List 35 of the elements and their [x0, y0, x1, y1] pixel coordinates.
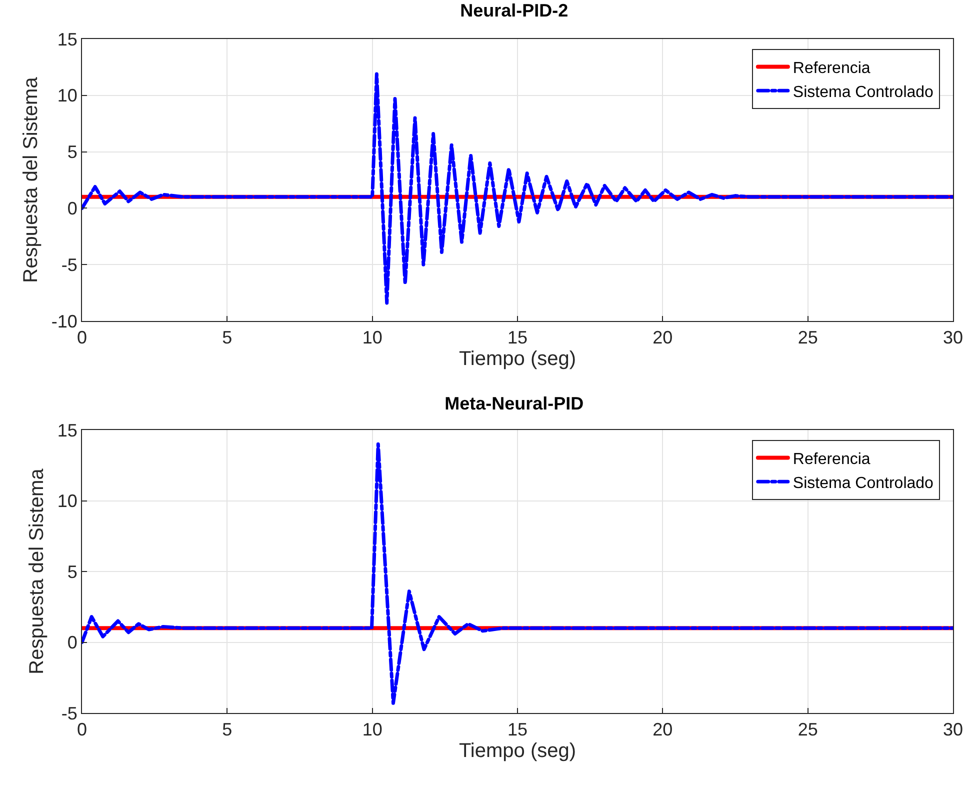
x-tick-label: 5 — [222, 720, 232, 740]
x-axis-title: Tiempo (seg) — [458, 348, 576, 370]
x-tick-label: 10 — [362, 328, 382, 348]
x-tick-label: 30 — [942, 328, 964, 348]
y-axis-title: Respuesta del Sistema — [20, 76, 42, 283]
x-tick-label: 25 — [798, 720, 818, 740]
x-tick-label: 25 — [798, 328, 818, 348]
x-tick-label: 30 — [942, 720, 964, 740]
line-series — [82, 72, 953, 305]
y-tick-label: -10 — [51, 311, 78, 332]
x-tick-label: 15 — [507, 328, 528, 348]
y-tick-label: 15 — [57, 29, 78, 50]
line-series — [82, 442, 953, 705]
x-axis-title: Tiempo (seg) — [458, 740, 576, 762]
legend-label: Sistema Controlado — [792, 84, 934, 101]
legend-label: Sistema Controlado — [792, 474, 934, 492]
y-tick-label: -5 — [61, 254, 78, 275]
x-tick-label: 5 — [222, 328, 232, 348]
x-tick-label: 20 — [652, 328, 673, 348]
legend-label: Referencia — [792, 451, 870, 468]
y-tick-label: 5 — [67, 142, 78, 162]
y-tick-label: 0 — [67, 198, 78, 218]
x-tick-label: 20 — [652, 720, 673, 740]
legend-label: Referencia — [792, 60, 870, 78]
y-tick-label: 0 — [67, 632, 78, 653]
y-tick-label: 10 — [57, 86, 78, 106]
y-tick-label: 15 — [57, 420, 78, 440]
x-tick-label: 15 — [507, 720, 528, 740]
chart-title: Neural-PID-2 — [460, 0, 568, 21]
y-tick-label: -5 — [61, 703, 78, 724]
y-tick-label: 5 — [67, 562, 78, 582]
y-axis-title: Respuesta del Sistema — [26, 468, 48, 674]
x-tick-label: 10 — [362, 720, 382, 740]
chart-title: Meta-Neural-PID — [444, 394, 584, 414]
y-tick-label: 10 — [57, 491, 78, 512]
